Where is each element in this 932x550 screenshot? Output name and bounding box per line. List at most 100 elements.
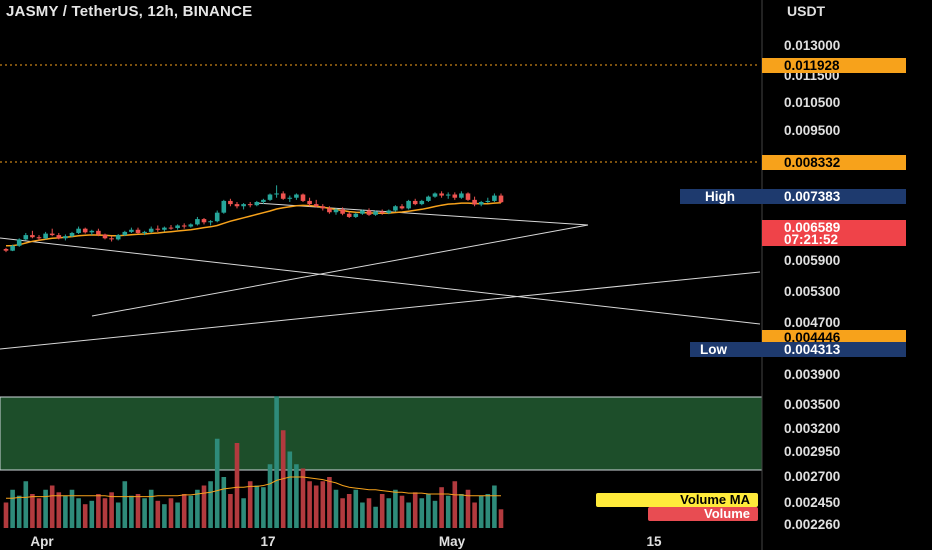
tag-last-price: 0.006589 07:21:52 [762, 220, 906, 247]
candle [122, 230, 128, 237]
triangle-upper-line [255, 202, 589, 226]
candle [221, 199, 227, 214]
candle [241, 203, 246, 210]
candle [353, 212, 359, 219]
candle-body [63, 236, 68, 239]
candle [115, 234, 121, 241]
candle [43, 231, 48, 240]
trendline-descending-long [0, 237, 761, 325]
candle [287, 195, 293, 202]
moving-average-line [5, 202, 502, 247]
volume-ma-legend[interactable]: Volume MA [596, 493, 758, 507]
candle-body [379, 211, 385, 214]
volume-bar [498, 509, 504, 528]
volume-legend[interactable]: Volume [648, 507, 758, 521]
candle-body [102, 234, 108, 239]
volume-bar [432, 500, 438, 528]
volume-bar [16, 495, 22, 528]
candle-body [452, 194, 458, 198]
volume-bar [478, 495, 484, 528]
candle [82, 227, 88, 234]
volume-bar [393, 489, 398, 528]
candle [168, 225, 174, 230]
volume-bar [10, 489, 15, 528]
candle-body [162, 227, 167, 230]
candle-body [96, 230, 101, 235]
volume-bar [181, 494, 187, 528]
volume-bar [459, 494, 464, 528]
volume-bar [379, 494, 385, 528]
candle-body [142, 231, 147, 233]
candle-body [228, 200, 233, 205]
candle-body [313, 204, 319, 207]
volume-zone [0, 396, 763, 471]
volume-bar [175, 502, 180, 528]
volume-bar [82, 504, 88, 528]
candle-body [399, 206, 405, 209]
volume-bar [56, 492, 62, 528]
volume-bar [168, 498, 174, 528]
volume-bar [320, 481, 326, 528]
volume-bar [122, 481, 128, 528]
candle-body [307, 200, 312, 205]
candle-body [122, 231, 128, 236]
time-axis-label: 17 [260, 534, 275, 549]
candle-body [386, 210, 392, 214]
price-axis-label: 0.002950 [784, 444, 840, 459]
candle-body [353, 213, 359, 217]
candle-body [56, 235, 62, 239]
candle [492, 193, 497, 202]
volume-bar [63, 495, 68, 528]
candle [16, 238, 22, 247]
volume-bar [373, 506, 378, 528]
volume-bar [221, 477, 227, 528]
price-axis-label: 0.013000 [784, 38, 840, 53]
candle [439, 191, 444, 198]
candle-body [49, 233, 55, 236]
candle [419, 199, 425, 206]
candle-body [333, 209, 339, 213]
candle-body [439, 193, 444, 196]
candle-body [129, 229, 134, 232]
volume-bar [247, 481, 253, 528]
candle [360, 209, 365, 215]
volume-bar [439, 487, 444, 528]
candle [300, 193, 306, 202]
volume-bar [208, 481, 213, 528]
price-axis-label: 0.010500 [784, 95, 840, 110]
candle-body [406, 200, 411, 209]
price-axis-label: 0.003200 [784, 421, 840, 436]
volume-bar [36, 498, 42, 528]
volume-bar [300, 468, 306, 528]
candle-body [459, 193, 464, 198]
tag-low-value: 0.004313 [784, 342, 841, 357]
volume-bar [254, 485, 260, 528]
time-axis-label: 15 [646, 534, 662, 549]
candle [399, 204, 405, 210]
volume-bar [241, 498, 246, 528]
candle [228, 198, 233, 207]
candle [3, 247, 9, 253]
volume-bar [360, 502, 365, 528]
volume-bar [148, 489, 154, 528]
candle [485, 197, 491, 204]
volume-bar [399, 495, 405, 528]
candle [327, 206, 332, 214]
volume-bar [214, 438, 220, 528]
candle [294, 193, 299, 200]
volume-bar [155, 500, 161, 528]
candle [313, 199, 319, 208]
candle [426, 195, 431, 202]
candle-body [36, 237, 42, 239]
volume-bar [267, 464, 273, 528]
volume-bar [115, 502, 121, 528]
candle [69, 231, 75, 238]
candle-body [247, 204, 253, 206]
volume-bar [327, 477, 332, 528]
candle [234, 201, 240, 209]
candle-body [419, 200, 425, 205]
candle [96, 228, 101, 237]
candle-body [3, 248, 9, 251]
candle [56, 232, 62, 240]
